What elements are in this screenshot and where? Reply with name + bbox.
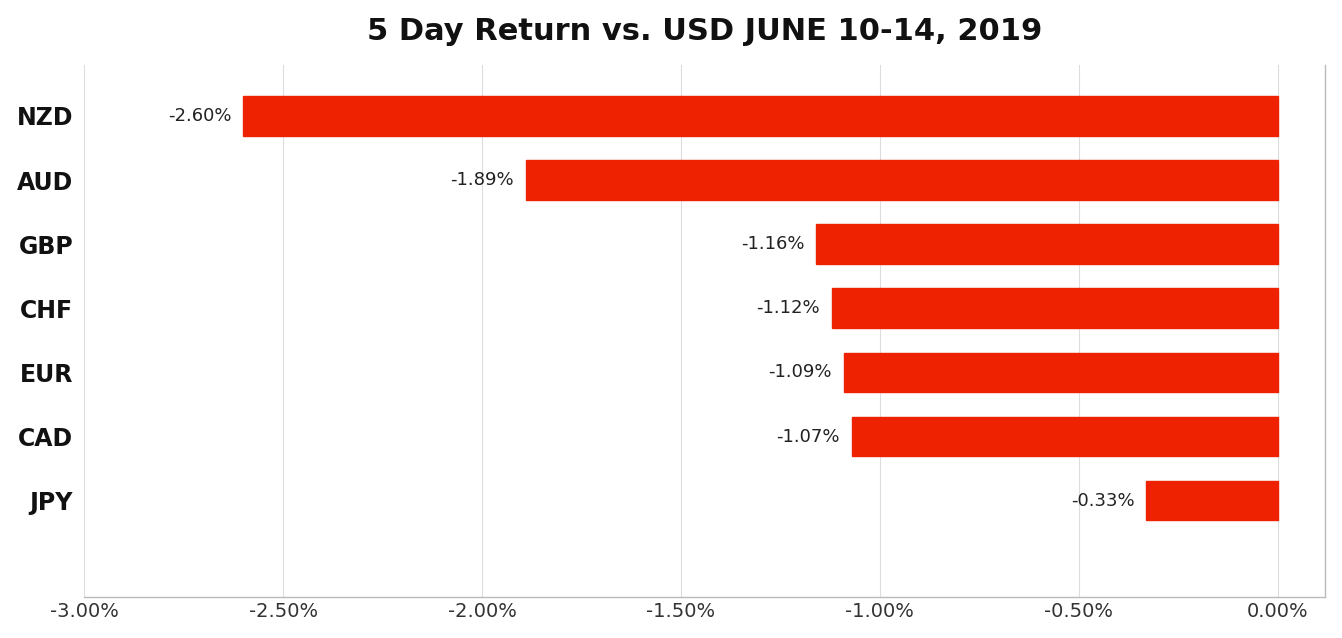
Text: -0.33%: -0.33% xyxy=(1071,492,1134,510)
Text: -1.12%: -1.12% xyxy=(757,299,820,317)
Text: -2.60%: -2.60% xyxy=(168,107,231,125)
Bar xyxy=(1146,481,1278,521)
Bar xyxy=(832,288,1278,328)
Text: -1.09%: -1.09% xyxy=(769,364,832,382)
Bar xyxy=(816,225,1278,264)
Text: -1.07%: -1.07% xyxy=(777,427,840,445)
Text: -1.16%: -1.16% xyxy=(741,235,804,253)
Text: -1.89%: -1.89% xyxy=(451,171,514,189)
Bar xyxy=(852,417,1278,456)
Title: 5 Day Return vs. USD JUNE 10-14, 2019: 5 Day Return vs. USD JUNE 10-14, 2019 xyxy=(368,17,1043,46)
Bar xyxy=(526,160,1278,200)
Bar xyxy=(844,353,1278,392)
Bar xyxy=(243,96,1278,136)
